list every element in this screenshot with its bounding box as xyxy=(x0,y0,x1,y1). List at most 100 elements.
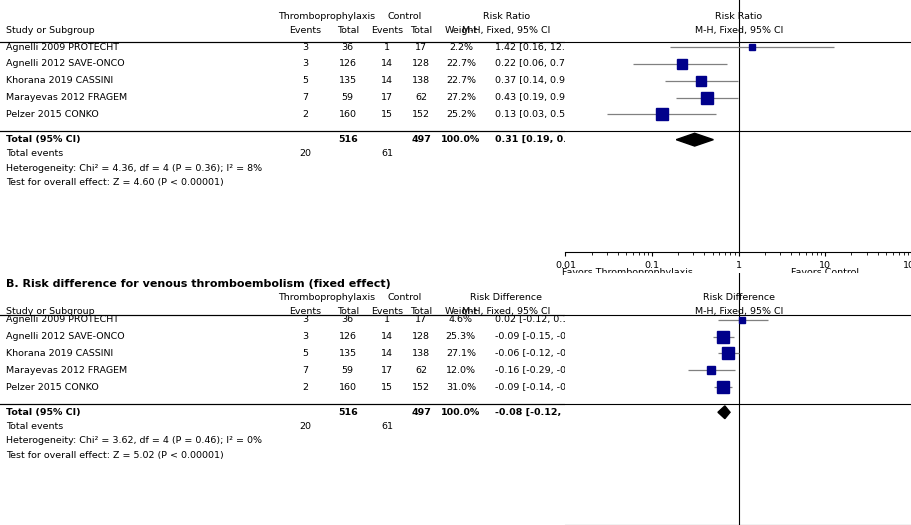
Text: 128: 128 xyxy=(412,59,430,68)
Text: 36: 36 xyxy=(342,43,353,51)
Text: 3: 3 xyxy=(302,59,308,68)
Text: -0.08 [-0.12, -0.05]: -0.08 [-0.12, -0.05] xyxy=(494,408,595,417)
Text: Study or Subgroup: Study or Subgroup xyxy=(5,307,94,316)
Text: Risk Ratio: Risk Ratio xyxy=(482,12,529,22)
Text: -0.06 [-0.12, -0.00]: -0.06 [-0.12, -0.00] xyxy=(494,349,584,358)
Text: 14: 14 xyxy=(381,76,393,85)
Text: 0.37 [0.14, 0.99]: 0.37 [0.14, 0.99] xyxy=(494,76,574,85)
Text: 20: 20 xyxy=(299,422,311,431)
Text: Agnelli 2012 SAVE-ONCO: Agnelli 2012 SAVE-ONCO xyxy=(5,332,124,341)
Text: 15: 15 xyxy=(381,110,393,119)
Text: Total: Total xyxy=(336,26,358,35)
Text: -0.09 [-0.14, -0.04]: -0.09 [-0.14, -0.04] xyxy=(494,383,584,392)
Text: Test for overall effect: Z = 5.02 (P < 0.00001): Test for overall effect: Z = 5.02 (P < 0… xyxy=(5,450,223,460)
Text: 17: 17 xyxy=(415,315,426,324)
Polygon shape xyxy=(717,406,729,418)
Text: 22.7%: 22.7% xyxy=(445,59,476,68)
Text: 0.31 [0.19, 0.51]: 0.31 [0.19, 0.51] xyxy=(494,135,584,144)
Text: Pelzer 2015 CONKO: Pelzer 2015 CONKO xyxy=(5,110,98,119)
Text: Agnelli 2012 SAVE-ONCO: Agnelli 2012 SAVE-ONCO xyxy=(5,59,124,68)
Text: 1: 1 xyxy=(384,315,390,324)
Text: 135: 135 xyxy=(338,76,356,85)
Text: 126: 126 xyxy=(338,59,356,68)
Text: 3: 3 xyxy=(302,332,308,341)
Text: 3: 3 xyxy=(302,43,308,51)
Text: Khorana 2019 CASSINI: Khorana 2019 CASSINI xyxy=(5,76,113,85)
Text: 160: 160 xyxy=(338,383,356,392)
Text: Total (95% CI): Total (95% CI) xyxy=(5,408,80,417)
Text: 5: 5 xyxy=(302,349,308,358)
Text: Total: Total xyxy=(410,307,432,316)
Text: 27.1%: 27.1% xyxy=(445,349,476,358)
Text: 0.02 [-0.12, 0.17]: 0.02 [-0.12, 0.17] xyxy=(494,315,578,324)
Text: 1.42 [0.16, 12.64]: 1.42 [0.16, 12.64] xyxy=(494,43,579,51)
Text: 15: 15 xyxy=(381,383,393,392)
Text: 59: 59 xyxy=(342,366,353,375)
Text: Risk Ratio: Risk Ratio xyxy=(714,12,762,22)
Text: 20: 20 xyxy=(299,150,311,159)
Text: 12.0%: 12.0% xyxy=(445,366,476,375)
Text: 59: 59 xyxy=(342,93,353,102)
Text: Agnelli 2009 PROTECHT: Agnelli 2009 PROTECHT xyxy=(5,315,118,324)
Text: M-H, Fixed, 95% CI: M-H, Fixed, 95% CI xyxy=(461,26,549,35)
Text: 2: 2 xyxy=(302,383,308,392)
Text: Heterogeneity: Chi² = 4.36, df = 4 (P = 0.36); I² = 8%: Heterogeneity: Chi² = 4.36, df = 4 (P = … xyxy=(5,164,261,173)
Text: Favors Thromboprophylaxis: Favors Thromboprophylaxis xyxy=(562,268,692,277)
Text: -0.16 [-0.29, -0.02]: -0.16 [-0.29, -0.02] xyxy=(494,366,584,375)
Polygon shape xyxy=(675,133,712,146)
Text: Total events: Total events xyxy=(5,422,63,431)
Text: 160: 160 xyxy=(338,110,356,119)
Text: -0.09 [-0.15, -0.03]: -0.09 [-0.15, -0.03] xyxy=(494,332,584,341)
Text: 2.2%: 2.2% xyxy=(448,43,472,51)
Text: 128: 128 xyxy=(412,332,430,341)
Text: 152: 152 xyxy=(412,110,430,119)
Text: 62: 62 xyxy=(415,366,426,375)
Text: Total (95% CI): Total (95% CI) xyxy=(5,135,80,144)
Text: 138: 138 xyxy=(412,76,430,85)
Text: 25.2%: 25.2% xyxy=(445,110,476,119)
Text: Weight: Weight xyxy=(444,307,476,316)
Text: Total: Total xyxy=(336,307,358,316)
Text: Events: Events xyxy=(371,26,403,35)
Text: 5: 5 xyxy=(302,76,308,85)
Text: Weight: Weight xyxy=(444,26,476,35)
Text: Total events: Total events xyxy=(5,150,63,159)
Text: 31.0%: 31.0% xyxy=(445,383,476,392)
Text: Events: Events xyxy=(289,307,321,316)
Text: 17: 17 xyxy=(381,366,393,375)
Text: Thromboprophylaxis: Thromboprophylaxis xyxy=(278,12,374,22)
Text: Thromboprophylaxis: Thromboprophylaxis xyxy=(278,293,374,302)
Text: 0.13 [0.03, 0.54]: 0.13 [0.03, 0.54] xyxy=(494,110,574,119)
Text: Risk Difference: Risk Difference xyxy=(469,293,541,302)
Text: Marayevas 2012 FRAGEM: Marayevas 2012 FRAGEM xyxy=(5,93,127,102)
Text: 138: 138 xyxy=(412,349,430,358)
Text: 17: 17 xyxy=(415,43,426,51)
Text: Study or Subgroup: Study or Subgroup xyxy=(5,26,94,35)
Text: 3: 3 xyxy=(302,315,308,324)
Text: Pelzer 2015 CONKO: Pelzer 2015 CONKO xyxy=(5,383,98,392)
Text: 135: 135 xyxy=(338,349,356,358)
Text: 516: 516 xyxy=(337,408,357,417)
Text: 7: 7 xyxy=(302,93,308,102)
Text: 22.7%: 22.7% xyxy=(445,76,476,85)
Text: Agnelli 2009 PROTECHT: Agnelli 2009 PROTECHT xyxy=(5,43,118,51)
Text: 17: 17 xyxy=(381,93,393,102)
Text: 497: 497 xyxy=(411,408,431,417)
Text: Test for overall effect: Z = 4.60 (P < 0.00001): Test for overall effect: Z = 4.60 (P < 0… xyxy=(5,178,223,187)
Text: 497: 497 xyxy=(411,135,431,144)
Text: M-H, Fixed, 95% CI: M-H, Fixed, 95% CI xyxy=(694,26,782,35)
Text: 100.0%: 100.0% xyxy=(441,135,480,144)
Text: M-H, Fixed, 95% CI: M-H, Fixed, 95% CI xyxy=(461,307,549,316)
Text: 61: 61 xyxy=(381,150,393,159)
Text: Risk Difference: Risk Difference xyxy=(702,293,773,302)
Text: 100.0%: 100.0% xyxy=(441,408,480,417)
Text: Marayevas 2012 FRAGEM: Marayevas 2012 FRAGEM xyxy=(5,366,127,375)
Text: 27.2%: 27.2% xyxy=(445,93,476,102)
Text: 7: 7 xyxy=(302,366,308,375)
Text: Control: Control xyxy=(387,293,421,302)
Text: 2: 2 xyxy=(302,110,308,119)
Text: Heterogeneity: Chi² = 3.62, df = 4 (P = 0.46); I² = 0%: Heterogeneity: Chi² = 3.62, df = 4 (P = … xyxy=(5,436,261,445)
Text: 1: 1 xyxy=(384,43,390,51)
Text: 0.43 [0.19, 0.97]: 0.43 [0.19, 0.97] xyxy=(494,93,574,102)
Text: Khorana 2019 CASSINI: Khorana 2019 CASSINI xyxy=(5,349,113,358)
